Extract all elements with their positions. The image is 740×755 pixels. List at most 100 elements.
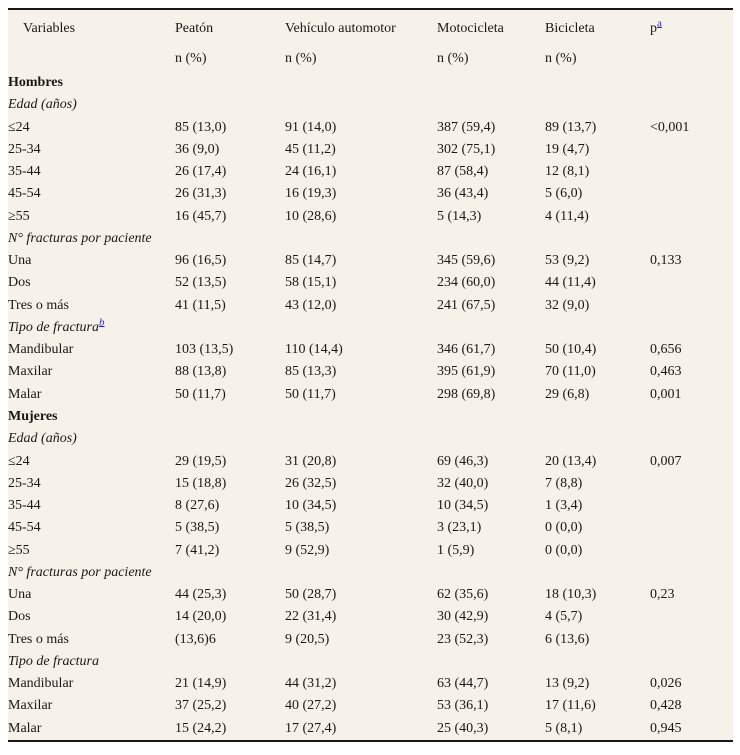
cell-vehiculo: 10 (28,6) [285, 208, 337, 224]
cell-vehiculo: 24 (16,1) [285, 164, 337, 180]
cell-vehiculo: 85 (14,7) [285, 253, 337, 269]
table-body: Hombres Edad (años) ≤24 85 (13,0) 91 (14,0) 3… [8, 72, 733, 740]
row-label-text: Maxilar [8, 698, 53, 714]
cell-bicicleta: 70 (11,0) [545, 364, 596, 380]
row-label: Mandibular [8, 339, 175, 361]
footnote-b-link[interactable]: b [99, 316, 105, 329]
data-row: Una 44 (25,3) 50 (28,7) 62 (35,6) 18 (10,3) 0… [8, 584, 733, 606]
cell-vehiculo: 16 (19,3) [285, 186, 337, 202]
cell-vehiculo [285, 228, 437, 250]
cell-p-value: 0,945 [650, 720, 682, 736]
row-label: 45-54 [8, 517, 175, 539]
row-label-text: Mujeres [8, 408, 58, 424]
npct-header-peaton: n (%) [175, 51, 207, 66]
row-label: ≤24 [8, 117, 175, 139]
row-label-text: 25-34 [8, 475, 41, 491]
row-label-text: Una [8, 587, 32, 603]
cell-p-value [650, 206, 733, 228]
cell-peaton: 41 (11,5) [175, 297, 226, 313]
cell-vehiculo [285, 94, 437, 116]
cell-bicicleta: 5 (6,0) [545, 186, 583, 202]
cell-peaton [175, 651, 285, 673]
cell-bicicleta [545, 228, 650, 250]
cell-p-value [650, 272, 733, 294]
cell-p-value: <0,001 [650, 119, 690, 135]
cell-peaton: 88 (13,8) [175, 364, 227, 380]
cell-peaton [175, 562, 285, 584]
cell-vehiculo: 45 (11,2) [285, 141, 336, 157]
cell-p-value [650, 317, 733, 339]
cell-motocicleta [437, 72, 545, 94]
cell-bicicleta: 17 (11,6) [545, 698, 596, 714]
cell-p-value [650, 495, 733, 517]
row-label-text: N° fracturas por paciente [8, 564, 152, 580]
data-row: Una 96 (16,5) 85 (14,7) 345 (59,6) 53 (9,2) 0… [8, 250, 733, 272]
cell-vehiculo: 58 (15,1) [285, 275, 337, 291]
row-label: Maxilar [8, 695, 175, 717]
row-label-text: Tres o más [8, 631, 69, 647]
row-label: Edad (años) [8, 428, 175, 450]
data-row: Tres o más 41 (11,5) 43 (12,0) 241 (67,5) 32… [8, 295, 733, 317]
row-label: N° fracturas por paciente [8, 562, 175, 584]
cell-motocicleta [437, 651, 545, 673]
row-label-text: 35-44 [8, 498, 41, 514]
cell-p-value [650, 651, 733, 673]
data-row: 35-44 8 (27,6) 10 (34,5) 10 (34,5) 1 (3,4) [8, 495, 733, 517]
cell-motocicleta: 62 (35,6) [437, 587, 489, 603]
row-label: ≥55 [8, 540, 175, 562]
cell-vehiculo: 40 (27,2) [285, 698, 337, 714]
cell-motocicleta: 395 (61,9) [437, 364, 496, 380]
row-label: Dos [8, 606, 175, 628]
row-label-text: Mandibular [8, 676, 74, 692]
cell-vehiculo [285, 406, 437, 428]
header-row-npct: n (%) n (%) n (%) n (%) [8, 37, 733, 72]
row-label: Tipo de fractura [8, 651, 175, 673]
cell-p-value [650, 428, 733, 450]
col-header-peaton: Peatón [175, 21, 214, 36]
row-label-text: Malar [8, 720, 42, 736]
cell-bicicleta: 53 (9,2) [545, 253, 590, 269]
section-row: Hombres [8, 72, 733, 94]
cell-vehiculo: 44 (31,2) [285, 676, 337, 692]
cell-vehiculo: 26 (32,5) [285, 475, 337, 491]
row-label-text: Una [8, 253, 32, 269]
cell-p-value [650, 72, 733, 94]
cell-motocicleta [437, 94, 545, 116]
data-row: 45-54 26 (31,3) 16 (19,3) 36 (43,4) 5 (6,0) [8, 183, 733, 205]
row-label-text: Edad (años) [8, 431, 77, 447]
cell-peaton: 15 (24,2) [175, 720, 227, 736]
cell-motocicleta [437, 228, 545, 250]
cell-motocicleta: 10 (34,5) [437, 498, 489, 514]
cell-bicicleta: 6 (13,6) [545, 631, 590, 647]
cell-vehiculo [285, 72, 437, 94]
row-label: 35-44 [8, 161, 175, 183]
row-label: Mujeres [8, 406, 175, 428]
cell-p-value: 0,23 [650, 587, 675, 603]
cell-peaton [175, 94, 285, 116]
row-label: Malar [8, 718, 175, 740]
cell-p-value [650, 183, 733, 205]
header-spacer [8, 37, 175, 72]
row-label-text: N° fracturas por paciente [8, 230, 152, 246]
cell-motocicleta: 30 (42,9) [437, 609, 489, 625]
row-label: ≤24 [8, 451, 175, 473]
row-label-text: ≥55 [8, 208, 30, 224]
cell-peaton: 52 (13,5) [175, 275, 227, 291]
cell-bicicleta: 12 (8,1) [545, 164, 590, 180]
cell-peaton: 36 (9,0) [175, 141, 220, 157]
footnote-a-link[interactable]: a [657, 17, 662, 30]
cell-motocicleta: 23 (52,3) [437, 631, 489, 647]
row-label-text: Maxilar [8, 364, 53, 380]
cell-p-value [650, 228, 733, 250]
cell-vehiculo: 5 (38,5) [285, 520, 330, 536]
cell-vehiculo: 43 (12,0) [285, 297, 337, 313]
row-label: Maxilar [8, 361, 175, 383]
cell-p-value [650, 473, 733, 495]
cell-p-value [650, 629, 733, 651]
row-label-text: Tipo de fractura [8, 319, 100, 335]
row-label-text: Tipo de fractura [8, 653, 100, 669]
cell-motocicleta [437, 406, 545, 428]
row-label: 35-44 [8, 495, 175, 517]
row-label-text: Dos [8, 275, 31, 291]
cell-motocicleta: 234 (60,0) [437, 275, 496, 291]
